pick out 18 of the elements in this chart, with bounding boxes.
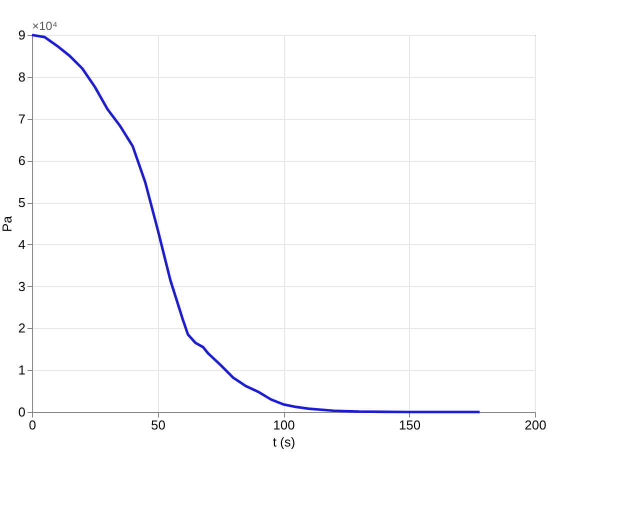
y-tick-label: 4 xyxy=(18,236,26,252)
x-tick-label: 0 xyxy=(28,418,36,432)
y-tick-label: 9 xyxy=(18,28,26,42)
x-tick-label: 50 xyxy=(151,418,166,432)
x-axis-title: t (s) xyxy=(272,434,296,450)
x-tick-label: 200 xyxy=(524,418,546,432)
x-tick-label: 150 xyxy=(398,418,421,432)
y-tick-label: 3 xyxy=(18,278,26,294)
y-tick-label: 6 xyxy=(18,153,26,168)
y-tick-label: 2 xyxy=(18,320,26,336)
y-tick-label: 7 xyxy=(18,111,26,126)
y-axis-title: Pa xyxy=(0,215,14,232)
x-tick-label: 100 xyxy=(273,418,295,432)
y-tick-label: 8 xyxy=(18,69,26,84)
y-tick-label: 5 xyxy=(18,195,26,210)
y-tick-label: 1 xyxy=(18,362,26,378)
y-tick-label: 0 xyxy=(18,404,26,420)
text: ×10⁴ xyxy=(32,19,58,33)
